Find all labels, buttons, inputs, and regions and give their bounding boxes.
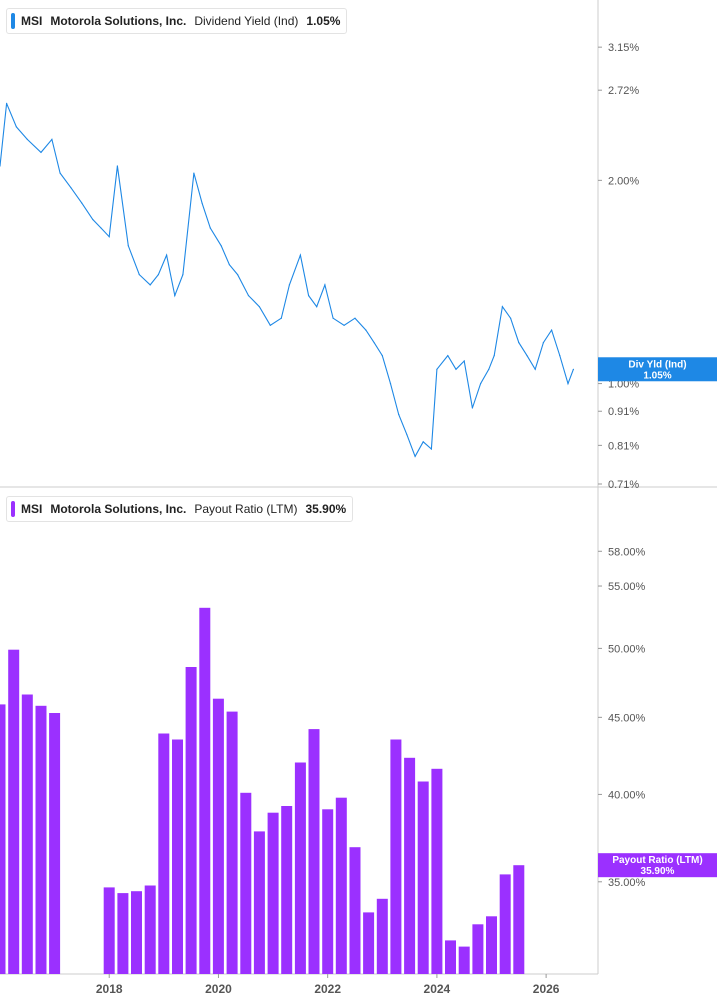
payout-legend-value: 35.90% (305, 502, 347, 516)
yield-line (0, 103, 574, 458)
x-tick-label: 2026 (533, 982, 560, 996)
yield-tick-label: 1.00% (608, 379, 639, 391)
payout-bar (185, 667, 197, 974)
payout-bar (281, 806, 293, 974)
payout-bar (335, 797, 347, 974)
payout-bar (294, 762, 306, 974)
payout-bar (513, 865, 525, 974)
payout-tick-label: 58.00% (608, 546, 646, 558)
payout-tick-label: 35.00% (608, 877, 646, 889)
payout-legend-metric: Payout Ratio (LTM) (194, 502, 298, 516)
payout-bar (240, 792, 252, 974)
payout-tick-label: 55.00% (608, 581, 646, 593)
payout-bar (349, 847, 361, 974)
yield-swatch (11, 13, 15, 29)
payout-tick-label: 50.00% (608, 643, 646, 655)
x-tick-label: 2024 (424, 982, 451, 996)
payout-bar (8, 649, 20, 974)
payout-bar (35, 705, 47, 974)
payout-bar (103, 887, 115, 974)
payout-bar (431, 768, 443, 974)
yield-legend-metric: Dividend Yield (Ind) (194, 14, 299, 28)
payout-badge-box (598, 853, 717, 878)
payout-legend: MSI Motorola Solutions, Inc. Payout Rati… (6, 496, 354, 522)
payout-bar (21, 694, 33, 974)
payout-tick-label: 40.00% (608, 789, 646, 801)
payout-bar (404, 757, 416, 974)
payout-bar (390, 739, 402, 974)
payout-bar (0, 704, 6, 974)
yield-tick-label: 0.81% (608, 440, 639, 452)
payout-bar (226, 711, 238, 974)
payout-badge-value: 35.90% (641, 866, 675, 877)
payout-bar (363, 912, 375, 974)
yield-legend-ticker: MSI (21, 14, 43, 28)
yield-axis: 3.15% 2.72% 2.00% 1.00% 0.91% 0.81% 0.71% (0, 0, 717, 491)
payout-bar (417, 781, 429, 974)
payout-bar (486, 916, 497, 974)
payout-bar (253, 831, 265, 974)
yield-legend: MSI Motorola Solutions, Inc. Dividend Yi… (6, 8, 348, 34)
payout-bar (199, 607, 211, 974)
yield-badge-box (598, 357, 717, 382)
payout-swatch (11, 501, 15, 517)
x-tick-label: 2022 (314, 982, 341, 996)
payout-bar (49, 713, 61, 974)
yield-tick-label: 3.15% (608, 42, 639, 54)
payout-bar (144, 885, 156, 974)
payout-bar (458, 946, 470, 974)
yield-tick-label: 2.72% (608, 85, 639, 97)
payout-legend-ticker: MSI (21, 502, 43, 516)
payout-bar (322, 809, 334, 974)
payout-bar (499, 874, 511, 974)
payout-bar (472, 924, 484, 974)
payout-bars (0, 607, 525, 974)
payout-tick-label: 45.00% (608, 712, 646, 724)
payout-bar (158, 733, 170, 974)
x-tick-label: 2018 (96, 982, 123, 996)
payout-bar (445, 940, 456, 974)
payout-bar (376, 898, 388, 974)
yield-badge-value: 1.05% (643, 370, 671, 381)
x-tick-label: 2020 (205, 982, 232, 996)
payout-bar (212, 698, 224, 974)
yield-badge-label: Div Yld (Ind) (628, 359, 686, 370)
payout-bar (117, 893, 129, 974)
payout-bar (308, 729, 320, 974)
yield-tick-label: 2.00% (608, 175, 639, 187)
payout-badge-label: Payout Ratio (LTM) (612, 855, 702, 866)
yield-tick-label: 0.71% (608, 479, 639, 491)
yield-tick-label: 0.91% (608, 406, 639, 418)
yield-legend-company: Motorola Solutions, Inc. (50, 14, 187, 28)
yield-legend-value: 1.05% (306, 14, 341, 28)
payout-bar (267, 812, 279, 974)
current-value-badges: Div Yld (Ind)1.05% Payout Ratio (LTM)35.9… (598, 357, 717, 878)
payout-bar (131, 891, 142, 974)
payout-bar (172, 739, 183, 974)
x-axis-ticks: 2018 2020 2022 2024 2026 (96, 974, 560, 996)
payout-legend-company: Motorola Solutions, Inc. (50, 502, 187, 516)
